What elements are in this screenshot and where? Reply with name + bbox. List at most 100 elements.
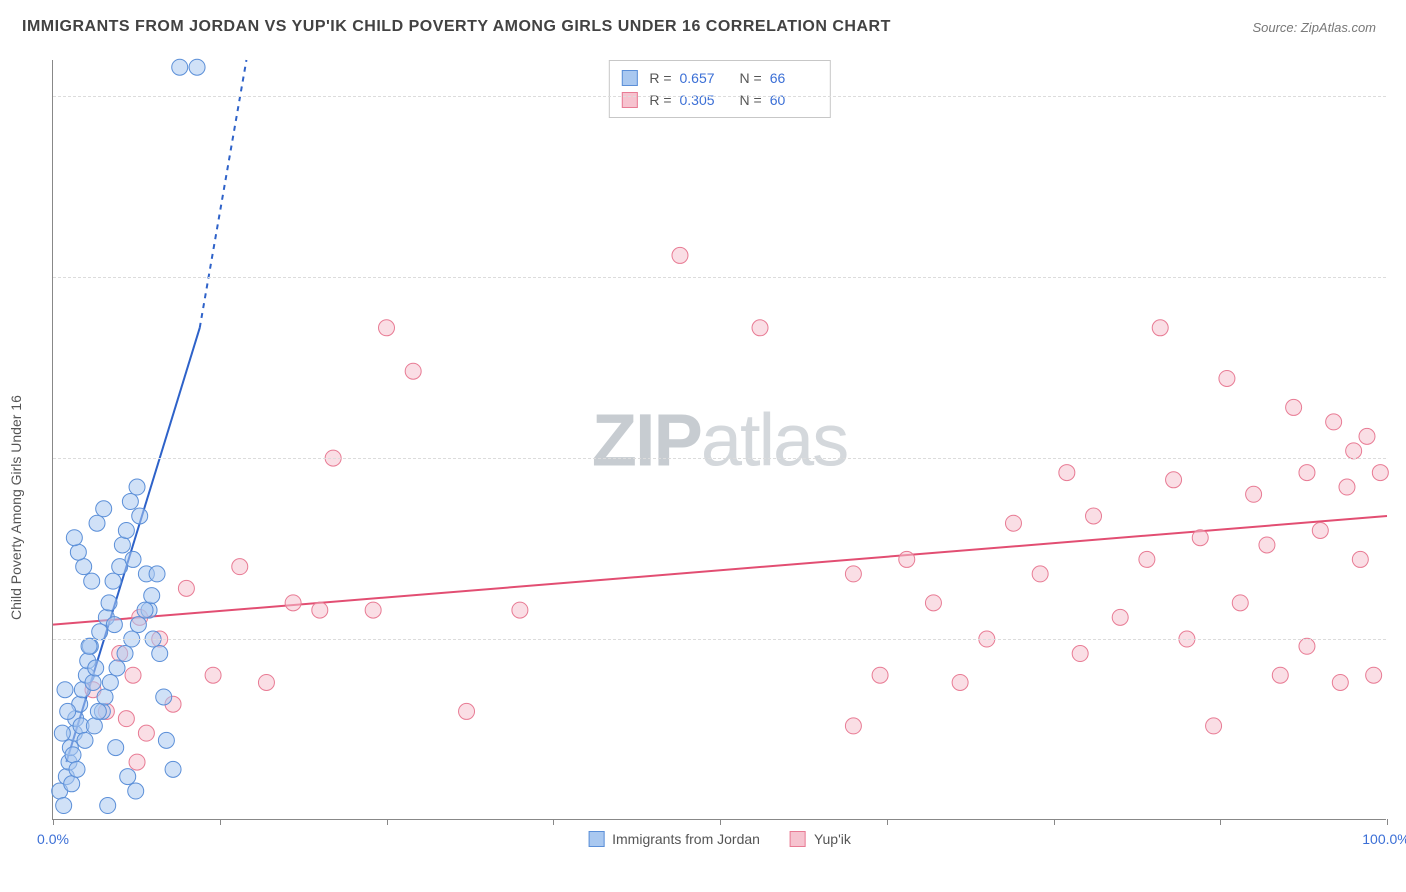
point-yupik <box>1152 320 1168 336</box>
point-jordan <box>129 479 145 495</box>
point-yupik <box>138 725 154 741</box>
point-yupik <box>1299 465 1315 481</box>
x-tick-mark <box>553 819 554 825</box>
scatter-plot-area: ZIPatlas 0.0% 100.0% R = 0.657 N = 66 R … <box>52 60 1386 820</box>
point-yupik <box>1286 399 1302 415</box>
point-jordan <box>81 638 97 654</box>
gridline <box>53 639 1386 640</box>
point-jordan <box>149 566 165 582</box>
scatter-svg <box>53 60 1386 819</box>
x-tick-mark <box>1387 819 1388 825</box>
point-jordan <box>130 617 146 633</box>
point-jordan <box>189 59 205 75</box>
point-jordan <box>128 783 144 799</box>
point-yupik <box>1339 479 1355 495</box>
point-yupik <box>405 363 421 379</box>
point-yupik <box>379 320 395 336</box>
source-attribution: Source: ZipAtlas.com <box>1252 20 1376 35</box>
point-jordan <box>122 494 138 510</box>
point-jordan <box>120 769 136 785</box>
point-yupik <box>512 602 528 618</box>
x-tick-mark <box>887 819 888 825</box>
x-tick-mark <box>1220 819 1221 825</box>
trend-line-yupik <box>53 516 1387 625</box>
point-jordan <box>76 559 92 575</box>
point-jordan <box>108 740 124 756</box>
point-jordan <box>117 646 133 662</box>
point-yupik <box>845 566 861 582</box>
point-jordan <box>109 660 125 676</box>
point-yupik <box>1272 667 1288 683</box>
point-yupik <box>1312 522 1328 538</box>
point-jordan <box>97 689 113 705</box>
point-jordan <box>84 573 100 589</box>
point-jordan <box>165 761 181 777</box>
point-yupik <box>178 580 194 596</box>
point-jordan <box>88 660 104 676</box>
point-yupik <box>1232 595 1248 611</box>
gridline <box>53 458 1386 459</box>
y-axis-label: Child Poverty Among Girls Under 16 <box>8 395 24 620</box>
gridline <box>53 277 1386 278</box>
point-yupik <box>1166 472 1182 488</box>
point-yupik <box>232 559 248 575</box>
point-yupik <box>285 595 301 611</box>
point-jordan <box>86 718 102 734</box>
point-yupik <box>925 595 941 611</box>
point-jordan <box>156 689 172 705</box>
point-jordan <box>118 522 134 538</box>
y-tick-label: 25.0% <box>1396 631 1406 647</box>
legend-label-jordan: Immigrants from Jordan <box>612 831 760 847</box>
gridline <box>53 96 1386 97</box>
point-yupik <box>1206 718 1222 734</box>
point-yupik <box>1246 486 1262 502</box>
point-jordan <box>64 776 80 792</box>
swatch-jordan-icon <box>588 831 604 847</box>
point-jordan <box>106 617 122 633</box>
point-jordan <box>70 544 86 560</box>
point-yupik <box>845 718 861 734</box>
point-jordan <box>66 530 82 546</box>
point-jordan <box>125 551 141 567</box>
x-tick-mark <box>220 819 221 825</box>
point-yupik <box>1192 530 1208 546</box>
point-jordan <box>100 798 116 814</box>
point-yupik <box>125 667 141 683</box>
y-tick-label: 75.0% <box>1396 269 1406 285</box>
point-yupik <box>118 711 134 727</box>
point-yupik <box>1059 465 1075 481</box>
x-tick-mark <box>387 819 388 825</box>
chart-title: IMMIGRANTS FROM JORDAN VS YUP'IK CHILD P… <box>22 18 891 36</box>
point-jordan <box>114 537 130 553</box>
x-tick-100: 100.0% <box>1362 831 1406 847</box>
point-jordan <box>105 573 121 589</box>
point-jordan <box>137 602 153 618</box>
point-yupik <box>365 602 381 618</box>
point-yupik <box>1366 667 1382 683</box>
point-yupik <box>1372 465 1388 481</box>
point-jordan <box>152 646 168 662</box>
point-jordan <box>158 732 174 748</box>
point-yupik <box>1259 537 1275 553</box>
point-yupik <box>1359 428 1375 444</box>
trend-line-dash-jordan <box>200 60 247 328</box>
point-yupik <box>205 667 221 683</box>
point-yupik <box>258 674 274 690</box>
point-jordan <box>57 682 73 698</box>
point-yupik <box>1139 551 1155 567</box>
x-tick-mark <box>1054 819 1055 825</box>
point-jordan <box>172 59 188 75</box>
point-jordan <box>90 703 106 719</box>
point-jordan <box>96 501 112 517</box>
x-tick-mark <box>720 819 721 825</box>
point-yupik <box>1005 515 1021 531</box>
point-jordan <box>92 624 108 640</box>
point-jordan <box>144 588 160 604</box>
point-yupik <box>1326 414 1342 430</box>
point-jordan <box>101 595 117 611</box>
point-yupik <box>1352 551 1368 567</box>
point-yupik <box>1086 508 1102 524</box>
y-tick-label: 50.0% <box>1396 450 1406 466</box>
point-jordan <box>69 761 85 777</box>
point-jordan <box>56 798 72 814</box>
